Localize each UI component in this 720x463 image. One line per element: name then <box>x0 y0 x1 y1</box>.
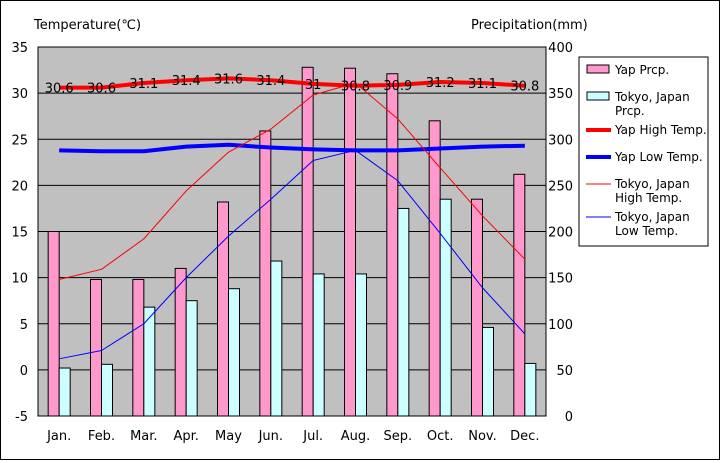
x-tick-label: Sep. <box>384 429 413 444</box>
y-right-tick-label: 300 <box>548 133 573 148</box>
data-label: 31.1 <box>468 77 497 92</box>
y-left-tick-label: 10 <box>11 272 28 287</box>
plot-border <box>37 46 547 417</box>
bar <box>174 267 187 417</box>
bar <box>471 198 483 417</box>
line-series <box>59 76 526 360</box>
data-label: 30.6 <box>45 82 74 97</box>
x-tick-label: Apr. <box>173 429 198 444</box>
legend-label: Prcp. <box>615 104 645 118</box>
y-axis-left-title: Temperature(℃) <box>33 18 141 33</box>
legend-label: Yap High Temp. <box>614 123 707 137</box>
x-tick-label: Dec. <box>510 429 539 444</box>
y-right-tick-label: 400 <box>548 41 573 56</box>
y-axis-left: -5 0 5 10 15 20 25 30 35 <box>11 41 28 425</box>
bar <box>439 198 452 417</box>
data-label: 31.4 <box>256 74 285 89</box>
bar <box>386 73 399 417</box>
legend-label: Tokyo, Japan <box>614 177 690 191</box>
x-tick-label: Mar. <box>130 429 157 444</box>
bar <box>270 260 283 417</box>
y-right-tick-label: 200 <box>548 226 573 241</box>
bar <box>217 201 229 417</box>
x-tick-label: May <box>215 429 242 444</box>
data-label: 30.8 <box>341 80 370 95</box>
legend-label: Tokyo, Japan <box>614 90 690 104</box>
bar <box>301 66 314 417</box>
y-left-tick-label: 30 <box>11 87 28 102</box>
bar <box>228 288 240 417</box>
bar <box>344 67 356 417</box>
bar <box>397 207 410 417</box>
y-left-tick-label: -5 <box>15 410 28 425</box>
data-label: 31.4 <box>172 74 201 89</box>
legend-label: High Temp. <box>615 191 682 205</box>
y-right-tick-label: 100 <box>548 318 573 333</box>
y-left-tick-label: 0 <box>20 364 28 379</box>
legend-box <box>578 56 709 247</box>
x-tick-label: Aug. <box>341 429 371 444</box>
bar <box>143 306 156 417</box>
data-label: 31.1 <box>129 77 158 92</box>
data-label: 30.6 <box>87 82 116 97</box>
x-tick-label: Jan. <box>46 429 71 444</box>
data-label: 31.6 <box>214 72 243 87</box>
bar <box>482 326 494 417</box>
bar-series <box>47 66 537 417</box>
x-axis: Jan. Feb. Mar. Apr. May Jun. Jul. Aug. Sep. Oct. N… <box>46 429 539 444</box>
bar <box>101 363 113 417</box>
y-axis-right: 0 50 100 150 200 250 300 350 400 <box>548 41 573 425</box>
y-left-tick-label: 5 <box>20 318 28 333</box>
y-right-tick-label: 250 <box>548 179 573 194</box>
legend-swatch <box>586 91 610 101</box>
data-label: 31 <box>305 78 322 93</box>
legend-label: Yap Low Temp. <box>614 150 703 164</box>
y-left-tick-label: 15 <box>11 226 28 241</box>
series-line <box>59 149 526 360</box>
bar <box>355 273 367 417</box>
bar <box>132 278 145 417</box>
legend-label: Yap Prcp. <box>614 63 669 77</box>
series-line <box>59 142 525 154</box>
legend-swatch <box>586 64 610 74</box>
bar <box>259 130 272 417</box>
y-right-tick-label: 50 <box>556 364 573 379</box>
data-label: 31.2 <box>426 76 455 91</box>
bar <box>312 273 325 417</box>
bar <box>47 231 60 417</box>
x-tick-label: Oct. <box>427 429 454 444</box>
y-axis-right-title: Precipitation(mm) <box>471 18 588 33</box>
y-left-tick-label: 25 <box>11 133 28 148</box>
bar <box>90 278 102 417</box>
data-label: 30.9 <box>383 79 412 94</box>
x-tick-label: Feb. <box>88 429 115 444</box>
x-tick-label: Nov. <box>468 429 497 444</box>
x-tick-label: Jun. <box>258 429 283 444</box>
series-line <box>59 76 525 90</box>
bar <box>513 173 526 417</box>
bar <box>428 120 441 417</box>
y-right-tick-label: 0 <box>565 410 573 425</box>
series-line <box>59 82 526 280</box>
y-left-tick-label: 35 <box>11 41 28 56</box>
y-right-tick-label: 150 <box>548 272 573 287</box>
data-labels: 30.6 30.6 31.1 31.4 31.6 31.4 31 30.8 30.9 31.2 31… <box>45 72 540 96</box>
y-left-tick-label: 20 <box>11 179 28 194</box>
bar <box>185 300 198 417</box>
data-label: 30.8 <box>510 80 539 95</box>
legend-label: Tokyo, Japan <box>614 210 690 224</box>
legend-label: Low Temp. <box>615 224 678 238</box>
bar <box>58 367 71 417</box>
bar <box>524 362 537 417</box>
x-tick-label: Jul. <box>302 429 323 444</box>
y-right-tick-label: 350 <box>548 87 573 102</box>
